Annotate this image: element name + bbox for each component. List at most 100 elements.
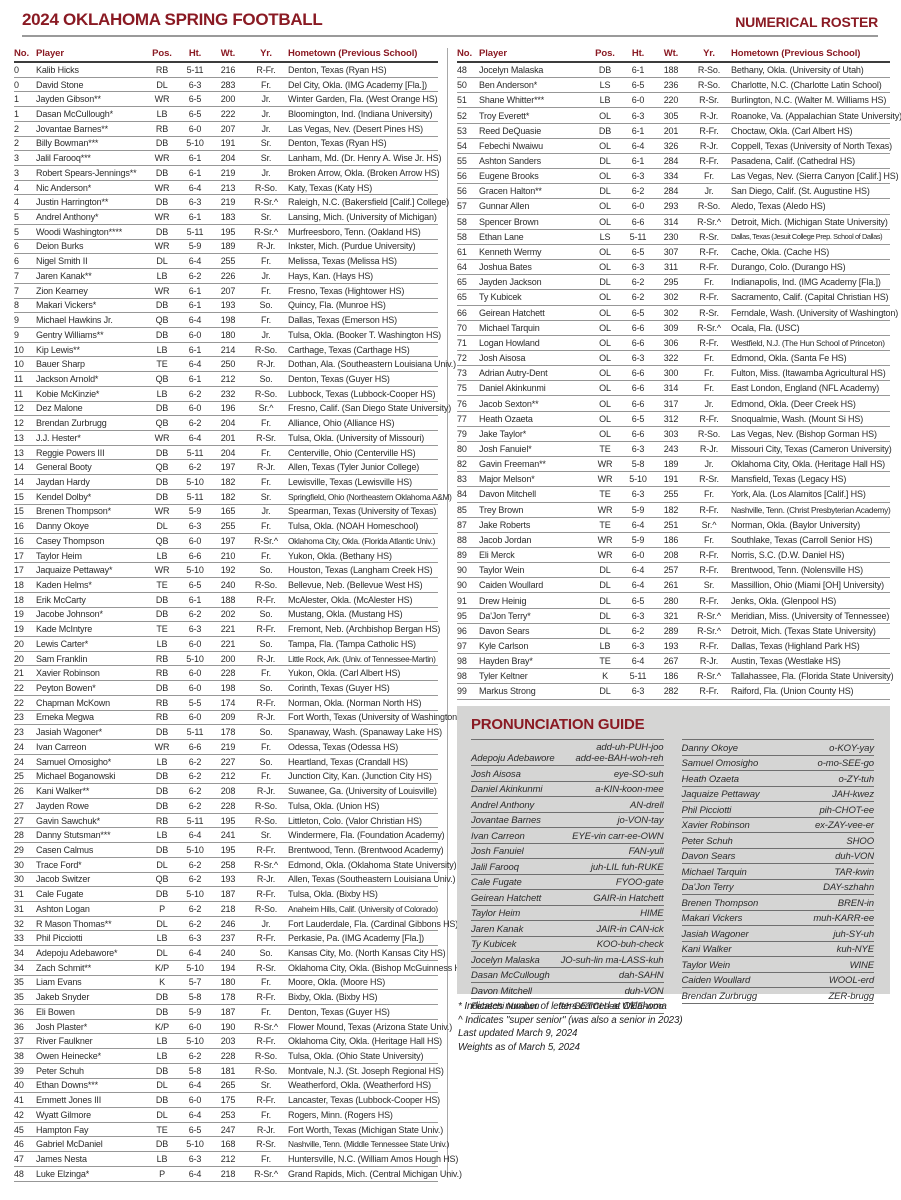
cell-year: Fr.	[703, 171, 715, 182]
cell-player: Gunnar Allen	[479, 201, 530, 212]
cell-hometown: Littleton, Colo. (Valor Christian HS)	[288, 815, 422, 826]
pronunciation-value: GAIR-in Hatchett	[593, 892, 664, 904]
cell-number: 71	[457, 337, 467, 348]
cell-year: Fr.	[260, 447, 272, 458]
cell-position: OL	[599, 307, 611, 318]
cell-player: Drew Heinig	[479, 595, 527, 606]
cell-year: R-Fr.	[699, 565, 719, 576]
cell-player: Brenen Thompson*	[36, 506, 111, 517]
cell-number: 30	[14, 874, 24, 885]
cell-weight: 314	[663, 216, 679, 227]
roster-row: 7 Jaren Kanak** LB 6-2 226 Jr. Hays, Kan. (Hay…	[14, 269, 438, 284]
cell-weight: 198	[220, 315, 236, 326]
cell-player: Da'Jon Terry*	[479, 610, 531, 621]
cell-number: 7	[14, 270, 19, 281]
cell-player: Kip Lewis**	[36, 344, 80, 355]
cell-weight: 174	[220, 697, 236, 708]
cell-hometown: McAlester, Okla. (McAlester HS)	[288, 594, 413, 605]
cell-position: OL	[599, 383, 611, 394]
cell-weight: 227	[220, 756, 236, 767]
cell-year: Fr.	[260, 285, 272, 296]
cell-year: Fr.	[260, 418, 272, 429]
cell-year: R-Fr.	[256, 933, 276, 944]
cell-year: Jr.	[261, 94, 271, 105]
cell-number: 1	[14, 94, 19, 105]
cell-year: R-Sr.	[699, 231, 719, 242]
cell-height: 6-3	[631, 110, 645, 121]
cell-position: DB	[155, 844, 169, 855]
cell-player: Josh Fanuiel*	[479, 443, 532, 454]
roster-row: 57 Gunnar Allen OL 6-0 293 R-So. Aledo, Texas …	[457, 199, 890, 215]
cell-player: Nic Anderson*	[36, 182, 92, 193]
roster-row: 72 Josh Aisosa OL 6-3 322 Fr. Edmond, Okla. (S…	[457, 351, 890, 367]
cell-height: 6-5	[631, 595, 645, 606]
cell-number: 28	[14, 830, 24, 841]
cell-position: P	[159, 1168, 165, 1179]
cell-position: DB	[155, 889, 169, 900]
cell-height: 6-3	[188, 521, 202, 532]
pronunciation-entry: Adepoju Adebawore add-uh-PUH-joo add-ee-B…	[471, 740, 664, 766]
cell-hometown: Melissa, Texas (Melissa HS)	[288, 256, 397, 267]
cell-number: 48	[457, 65, 467, 76]
pronunciation-name: Makari Vickers	[681, 913, 743, 924]
cell-weight: 182	[663, 504, 679, 515]
cell-hometown: Odessa, Texas (Odessa HS)	[288, 741, 399, 752]
roster-row: 21 Xavier Robinson RB 6-0 228 Fr. Yukon, Okla.…	[14, 666, 438, 682]
cell-number: 3	[14, 153, 19, 164]
cell-hometown: Brentwood, Tenn. (Nolensville HS)	[731, 565, 863, 576]
roster-row: 16 Danny Okoye DL 6-3 255 Fr. Tulsa, Okla. (NO…	[14, 519, 438, 534]
cell-player: Jacob Sexton**	[479, 398, 539, 409]
page-subtitle: NUMERICAL ROSTER	[735, 14, 878, 30]
pronunciation-value: pih-CHOT-ee	[819, 804, 874, 816]
cell-number: 35	[14, 977, 24, 988]
cell-hometown: Denton, Texas (Guyer HS)	[288, 373, 390, 384]
roster-table-right: No. Player Pos. Ht. Wt. Yr. Hometown (Previous…	[457, 46, 901, 700]
roster-row: 47 James Nesta LB 6-3 212 Fr. Huntersville, N.…	[14, 1152, 458, 1167]
pronunciation-entry: Geirean Hatchett GAIR-in Hatchett	[471, 890, 664, 906]
cell-number: 13	[14, 432, 24, 443]
cell-hometown: Charlotte, N.C. (Charlotte Latin School)	[731, 80, 882, 91]
cell-number: 36	[14, 1006, 24, 1017]
cell-year: R-Fr.	[699, 156, 719, 167]
pronunciation-value: SHOO	[846, 835, 874, 847]
cell-player: Woodi Washington****	[36, 226, 123, 237]
roster-row: 35 Jakeb Snyder DB 5-8 178 R-Fr. Bixby, Okla. …	[14, 990, 438, 1005]
cell-weight: 216	[220, 64, 236, 75]
cell-player: Reed DeQuasie	[479, 125, 542, 136]
cell-year: Fr.	[703, 368, 715, 379]
cell-player: Jayden Rowe	[36, 800, 89, 811]
cell-position: LB	[156, 933, 168, 944]
roster-row: 22 Chapman McKown RB 5-5 174 R-Fr. Norman, Okl…	[14, 696, 438, 711]
cell-position: P	[159, 903, 165, 914]
cell-weight: 321	[663, 610, 679, 621]
cell-number: 55	[457, 156, 467, 167]
cell-height: 6-3	[188, 624, 202, 635]
cell-height: 5-5	[188, 697, 202, 708]
cell-player: Markus Strong	[479, 686, 536, 697]
cell-position: DB	[155, 447, 169, 458]
table-header-row: No. Player Pos. Ht. Wt. Yr. Hometown (Previous…	[14, 46, 438, 63]
cell-position: OL	[599, 368, 611, 379]
cell-height: 6-2	[188, 903, 202, 914]
cell-player: Emeka Megwa	[36, 712, 94, 723]
roster-row: 2 Billy Bowman*** DB 5-10 191 Sr. Denton, Texa…	[14, 137, 438, 152]
cell-year: R-Sr.	[256, 1139, 276, 1150]
cell-position: LB	[156, 1036, 168, 1047]
cell-position: WR	[154, 153, 170, 164]
cell-height: 6-0	[188, 668, 202, 679]
cell-weight: 280	[663, 595, 679, 606]
pronunciation-name: Febechi Nwaiwu	[471, 1001, 540, 1012]
cell-hometown: Perkasie, Pa. (IMG Academy [Fla.])	[288, 933, 424, 944]
roster-row: 27 Gavin Sawchuk* RB 5-11 195 R-So. Littleton,…	[14, 814, 438, 829]
roster-row: 6 Nigel Smith II DL 6-4 255 Fr. Melissa, Texas…	[14, 254, 438, 270]
cell-weight: 204	[220, 153, 236, 164]
pronunciation-name: Xavier Robinson	[681, 820, 750, 831]
cell-player: Casen Calmus	[36, 844, 94, 855]
cell-height: 6-2	[188, 786, 202, 797]
cell-height: 6-1	[188, 300, 202, 311]
cell-year: Fr.	[260, 741, 272, 752]
cell-position: LB	[599, 95, 611, 106]
cell-player: Josh Plaster*	[36, 1021, 88, 1032]
pronunciation-name: Daniel Akinkunmi	[471, 784, 543, 795]
cell-weight: 187	[220, 889, 236, 900]
